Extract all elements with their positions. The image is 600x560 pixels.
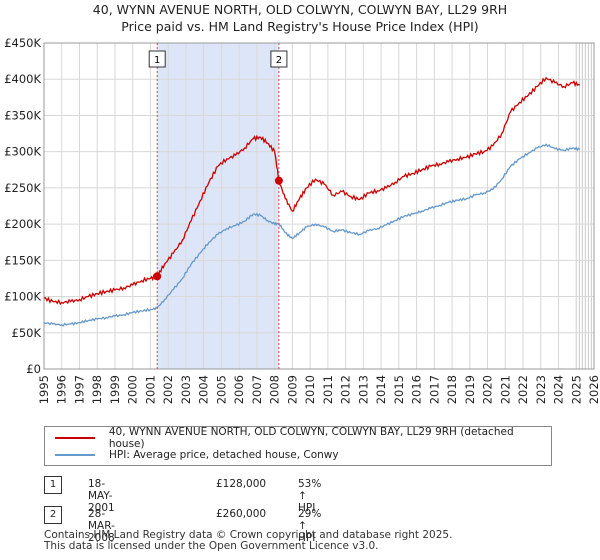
x-tick-label: 2022 — [516, 375, 530, 404]
transaction-date: 18-MAY-2001 — [88, 478, 115, 514]
legend: 40, WYNN AVENUE NORTH, OLD COLWYN, COLWY… — [44, 426, 552, 466]
x-tick-label: 2009 — [285, 375, 299, 404]
legend-property-label: 40, WYNN AVENUE NORTH, OLD COLWYN, COLWY… — [108, 426, 514, 450]
sale-point-1 — [153, 272, 162, 281]
transaction-hpi: 53% ↑ HPI — [298, 478, 322, 514]
x-tick-label: 2021 — [498, 375, 512, 404]
x-tick-label: 2005 — [214, 375, 228, 404]
x-tick-label: 2026 — [587, 375, 600, 404]
y-tick-label: £50K — [12, 326, 42, 340]
hpi-line — [43, 143, 581, 327]
y-tick-label: £350K — [4, 108, 41, 122]
chart-title: 40, WYNN AVENUE NORTH, OLD COLWYN, COLWY… — [92, 2, 508, 17]
price-chart: £0 £50K £100K £150K £200K £250K £300K £350K £400… — [4, 36, 600, 404]
x-tick-label: 1998 — [90, 375, 104, 404]
x-tick-label: 2004 — [197, 375, 211, 404]
x-tick-label: 2001 — [143, 375, 157, 404]
x-tick-label: 2024 — [552, 375, 566, 404]
x-tick-label: 2020 — [481, 375, 495, 404]
x-tick-label: 2003 — [179, 375, 193, 404]
y-tick-label: £450K — [4, 36, 41, 50]
property-line-swatch — [55, 437, 95, 439]
x-tick-label: 2007 — [250, 375, 264, 404]
x-tick-label: 2014 — [374, 375, 388, 404]
transaction-price: £128,000 — [216, 478, 267, 490]
legend-item-hpi: HPI: Average price, detached house, Conw… — [55, 447, 339, 463]
x-tick-label: 2002 — [161, 375, 175, 404]
x-tick-label: 2011 — [321, 375, 335, 404]
y-tick-label: £200K — [4, 217, 41, 231]
x-tick-label: 2013 — [356, 375, 370, 404]
footer: Contains HM Land Registry data © Crown c… — [44, 530, 452, 552]
footer-line-1: Contains HM Land Registry data © Crown c… — [44, 529, 453, 541]
hpi-line-swatch — [55, 454, 95, 456]
x-tick-label: 2008 — [268, 375, 282, 404]
transaction-price: £260,000 — [216, 508, 267, 520]
property-price-line — [43, 76, 581, 306]
y-tick-label: £250K — [4, 181, 41, 195]
marker-badge-label: 2 — [276, 55, 282, 66]
plot-frame — [43, 42, 595, 370]
transaction-date: 28-MAR-2008 — [88, 508, 115, 544]
y-tick-label: £300K — [4, 145, 41, 159]
marker-badge-2 — [270, 50, 288, 68]
x-tick-label: 1995 — [37, 375, 51, 404]
x-tick-label: 2023 — [534, 375, 548, 404]
x-tick-label: 1996 — [55, 375, 69, 404]
chart-subtitle: Price paid vs. HM Land Registry's House … — [121, 19, 479, 34]
x-tick-label: 2012 — [339, 375, 353, 404]
y-tick-label: £0 — [26, 362, 41, 376]
transaction-badge: 1 — [44, 476, 62, 494]
x-tick-label: 2006 — [232, 375, 246, 404]
x-tick-label: 1999 — [108, 375, 122, 404]
transaction-hpi: 29% ↑ HPI — [298, 508, 322, 544]
x-tick-label: 2016 — [410, 375, 424, 404]
legend-item-property: 40, WYNN AVENUE NORTH, OLD COLWYN, COLWY… — [55, 426, 551, 450]
sale-point-2 — [274, 176, 283, 185]
ownership-period-shade — [157, 43, 279, 369]
x-tick-label: 1997 — [72, 375, 86, 404]
marker-badge-1 — [148, 50, 166, 68]
footer-line-2: This data is licensed under the Open Gov… — [44, 540, 379, 552]
x-tick-label: 2025 — [569, 375, 583, 404]
y-tick-label: £100K — [4, 290, 41, 304]
y-tick-label: £150K — [4, 253, 41, 267]
x-tick-label: 2019 — [463, 375, 477, 404]
legend-hpi-label: HPI: Average price, detached house, Conw… — [109, 449, 339, 461]
transaction-badge: 2 — [44, 506, 62, 524]
x-tick-label: 2010 — [303, 375, 317, 404]
marker-badge-label: 1 — [154, 55, 160, 66]
x-tick-label: 2017 — [427, 375, 441, 404]
x-tick-label: 2015 — [392, 375, 406, 404]
x-tick-label: 2018 — [445, 375, 459, 404]
x-tick-label: 2000 — [126, 375, 140, 404]
y-tick-label: £400K — [4, 72, 41, 86]
